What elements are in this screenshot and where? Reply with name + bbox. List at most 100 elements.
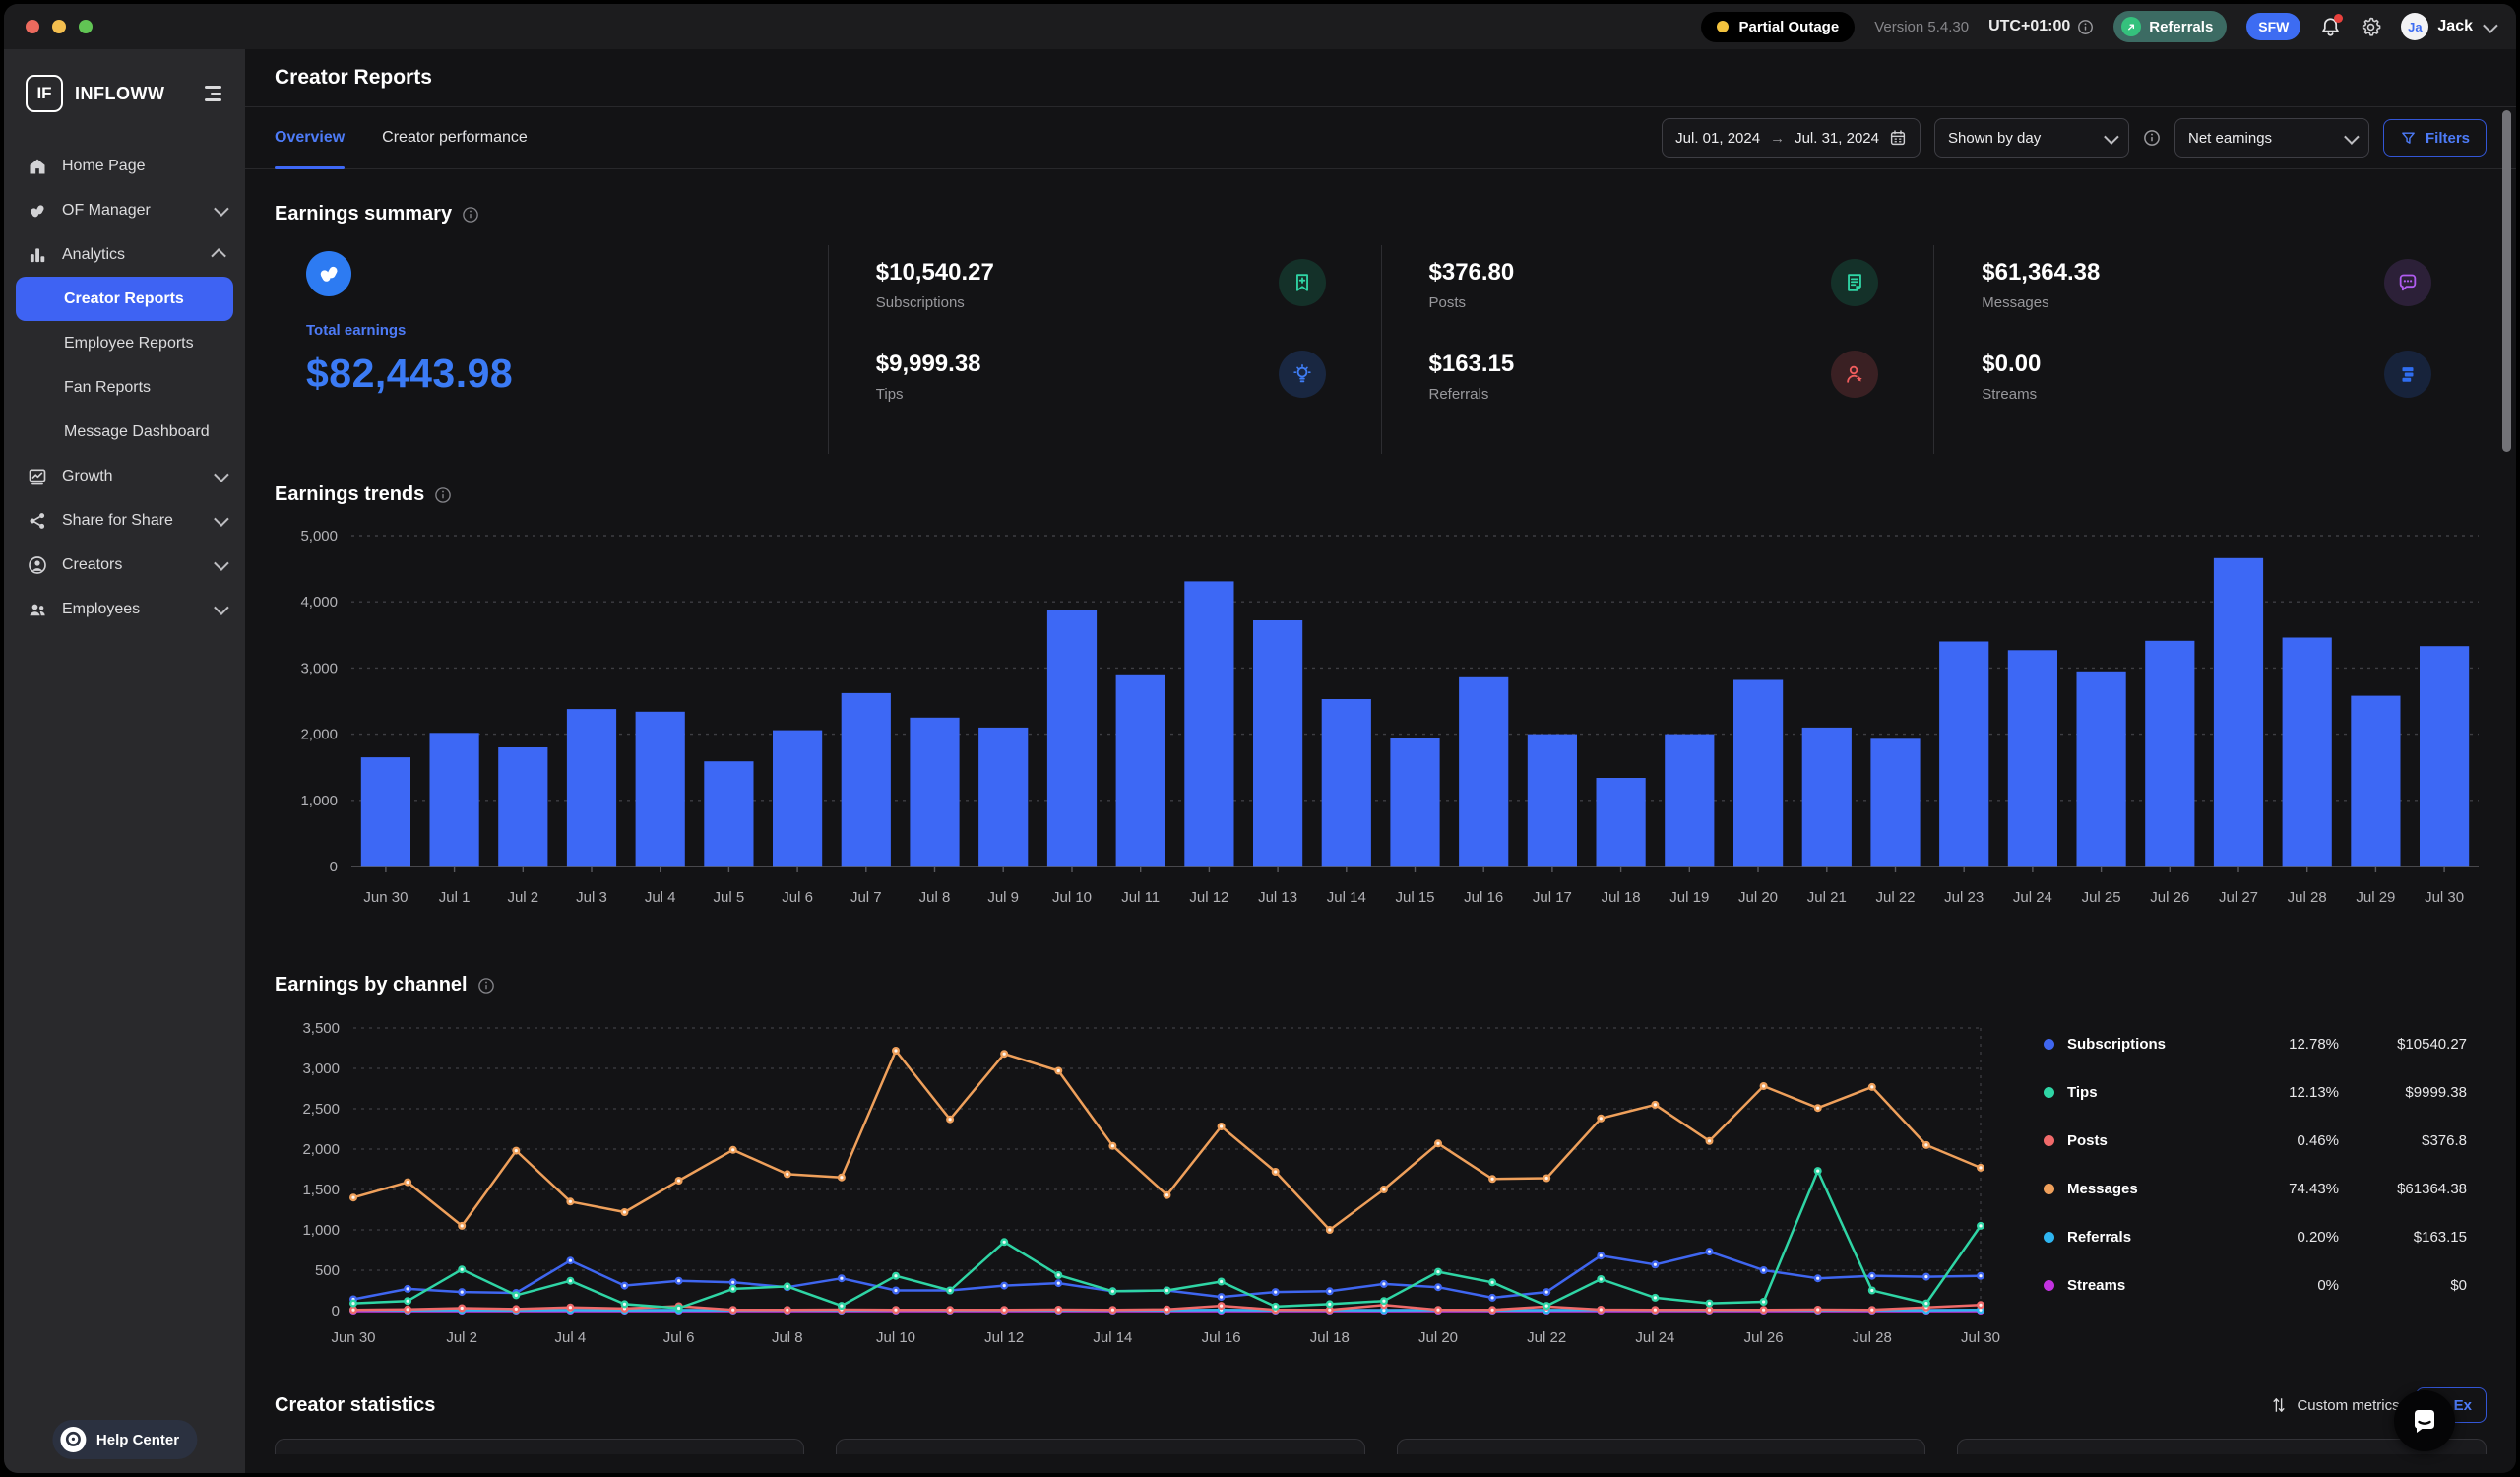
sidebar-item-growth[interactable]: Growth (4, 454, 245, 498)
svg-text:4,000: 4,000 (300, 594, 338, 610)
svg-text:Jul 28: Jul 28 (1853, 1329, 1892, 1346)
legend-row-subscriptions[interactable]: Subscriptions12.78%$10540.27 (2044, 1020, 2467, 1068)
legend-dot (2044, 1135, 2054, 1146)
svg-text:Jul 24: Jul 24 (2013, 889, 2052, 906)
svg-text:Jul 6: Jul 6 (663, 1329, 695, 1346)
sidebar-item-message-dashboard[interactable]: Message Dashboard (16, 410, 233, 454)
legend-row-referrals[interactable]: Referrals0.20%$163.15 (2044, 1213, 2467, 1261)
sidebar-nav: Home Page OF Manager AnalyticsCreator Repo… (4, 144, 245, 631)
chevron-down-icon (2344, 129, 2360, 145)
legend-row-posts[interactable]: Posts0.46%$376.8 (2044, 1117, 2467, 1165)
sidebar-item-fan-reports[interactable]: Fan Reports (16, 365, 233, 410)
svg-text:Jul 3: Jul 3 (576, 889, 607, 906)
svg-text:1,000: 1,000 (300, 793, 338, 809)
svg-text:Jul 22: Jul 22 (1527, 1329, 1566, 1346)
info-icon[interactable] (2143, 129, 2161, 147)
brand-name: INFLOWW (75, 84, 189, 104)
total-earnings-label: Total earnings (306, 322, 828, 339)
legend-percent: 0.20% (2231, 1229, 2339, 1246)
svg-text:3,000: 3,000 (300, 660, 338, 676)
version-label: Version 5.4.30 (1874, 19, 1969, 35)
sidebar-item-analytics[interactable]: Analytics (4, 232, 245, 277)
filters-button[interactable]: Filters (2383, 119, 2487, 157)
tab-creator-performance[interactable]: Creator performance (382, 107, 528, 168)
svg-text:Jun 30: Jun 30 (331, 1329, 375, 1346)
date-from[interactable]: Jul. 01, 2024 (1675, 130, 1760, 147)
summary-column: $61,364.38Messages $0.00Streams (1933, 245, 2487, 454)
sidebar-item-creators[interactable]: Creators (4, 543, 245, 587)
legend-dot (2044, 1232, 2054, 1243)
svg-text:Jul 10: Jul 10 (1052, 889, 1092, 906)
legend-row-messages[interactable]: Messages74.43%$61364.38 (2044, 1165, 2467, 1213)
sidebar-item-employees[interactable]: Employees (4, 587, 245, 631)
chevron-up-icon (211, 248, 226, 264)
settings-gear-button[interactable] (2361, 17, 2381, 37)
legend-name: Messages (2067, 1181, 2231, 1197)
share-icon (28, 511, 47, 531)
streams-icon (2384, 351, 2431, 398)
notifications-button[interactable] (2320, 17, 2341, 37)
earnings-by-channel-title: Earnings by channel (275, 974, 468, 996)
legend-name: Tips (2067, 1084, 2231, 1101)
avatar: Ja (2401, 13, 2428, 40)
svg-text:Jul 29: Jul 29 (2356, 889, 2395, 906)
svg-text:Jul 25: Jul 25 (2082, 889, 2121, 906)
stat-label: Posts (1429, 294, 1515, 311)
referrals-button[interactable]: Referrals (2113, 11, 2227, 42)
info-icon[interactable] (477, 977, 495, 995)
total-earnings-card: Total earnings $82,443.98 (275, 245, 828, 454)
referrals-label: Referrals (2149, 19, 2213, 35)
info-icon[interactable] (434, 486, 452, 504)
svg-text:Jul 20: Jul 20 (1738, 889, 1778, 906)
svg-text:Jul 20: Jul 20 (1418, 1329, 1458, 1346)
info-icon[interactable] (462, 206, 479, 224)
earnings-by-channel-chart: 3,5003,0002,5002,0001,5001,0005000Jun 30… (275, 1014, 2002, 1354)
svg-text:Jul 19: Jul 19 (1670, 889, 1709, 906)
shown-by-dropdown[interactable]: Shown by day (1934, 118, 2129, 158)
help-center-label: Help Center (96, 1432, 179, 1448)
user-menu[interactable]: Ja Jack (2401, 13, 2494, 40)
custom-metrics-button[interactable]: Custom metrics (2270, 1396, 2399, 1414)
metric-dropdown[interactable]: Net earnings (2174, 118, 2369, 158)
legend-dot (2044, 1087, 2054, 1098)
svg-text:Jul 6: Jul 6 (782, 889, 813, 906)
svg-text:Jul 28: Jul 28 (2288, 889, 2327, 906)
sidebar-collapse-button[interactable] (201, 82, 225, 105)
status-badge[interactable]: Partial Outage (1701, 12, 1855, 42)
sidebar-item-share-for-share[interactable]: Share for Share (4, 498, 245, 543)
legend-percent: 0.46% (2231, 1132, 2339, 1149)
sidebar-item-home-page[interactable]: Home Page (4, 144, 245, 188)
summary-column: $376.80Posts$163.15Referrals (1381, 245, 1934, 454)
close-window-button[interactable] (26, 20, 39, 33)
stat-messages: $61,364.38Messages (1982, 259, 2487, 311)
zoom-window-button[interactable] (79, 20, 93, 33)
timezone-label: UTC+01:00 (1988, 18, 2070, 35)
sidebar-item-label: OF Manager (62, 202, 151, 220)
stat-streams: $0.00Streams (1982, 351, 2487, 403)
vertical-scrollbar[interactable] (2502, 110, 2511, 452)
legend-row-streams[interactable]: Streams0%$0 (2044, 1261, 2467, 1310)
date-range-picker[interactable]: Jul. 01, 2024 → Jul. 31, 2024 (1662, 118, 1921, 158)
sidebar-item-label: Message Dashboard (64, 423, 210, 441)
minimize-window-button[interactable] (52, 20, 66, 33)
sidebar-item-of-manager[interactable]: OF Manager (4, 188, 245, 232)
stat-card-stub (1397, 1439, 1926, 1454)
stat-card-stub (275, 1439, 804, 1454)
legend-name: Streams (2067, 1277, 2231, 1294)
status-dot-icon (1717, 21, 1729, 32)
svg-text:Jul 1: Jul 1 (439, 889, 471, 906)
sidebar-item-creator-reports[interactable]: Creator Reports (16, 277, 233, 321)
sfw-toggle[interactable]: SFW (2246, 13, 2300, 40)
total-earnings-value: $82,443.98 (306, 351, 828, 397)
tab-overview[interactable]: Overview (275, 107, 345, 168)
svg-text:Jul 10: Jul 10 (876, 1329, 915, 1346)
legend-row-tips[interactable]: Tips12.13%$9999.38 (2044, 1068, 2467, 1117)
stat-referrals: $163.15Referrals (1429, 351, 1934, 403)
date-to[interactable]: Jul. 31, 2024 (1795, 130, 1879, 147)
chat-launcher-button[interactable] (2394, 1390, 2455, 1451)
of-glyph-icon (28, 201, 47, 221)
help-center-button[interactable]: Help Center (52, 1420, 197, 1459)
window-titlebar: Partial Outage Version 5.4.30 UTC+01:00 … (4, 4, 2516, 49)
info-icon[interactable] (2077, 19, 2094, 35)
sidebar-item-employee-reports[interactable]: Employee Reports (16, 321, 233, 365)
